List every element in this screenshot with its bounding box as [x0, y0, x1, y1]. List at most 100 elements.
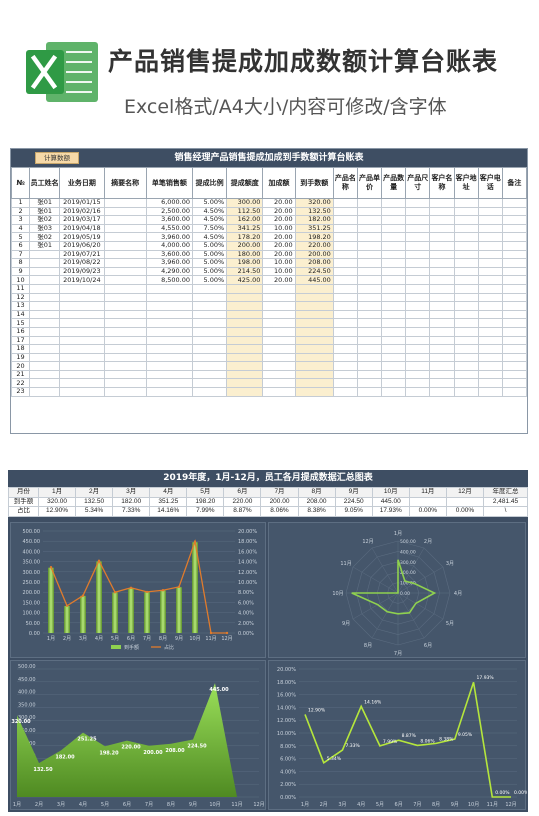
table-cell[interactable]: [192, 326, 228, 337]
table-cell[interactable]: [262, 283, 296, 294]
table-cell[interactable]: [477, 283, 503, 294]
table-cell[interactable]: [226, 301, 264, 311]
summary-cell[interactable]: 5月: [186, 487, 225, 498]
table-cell[interactable]: [477, 352, 503, 363]
summary-cell[interactable]: 132.50: [75, 496, 114, 507]
table-cell[interactable]: [59, 318, 105, 328]
table-cell[interactable]: 11: [10, 283, 31, 294]
table-cell[interactable]: [356, 240, 383, 251]
table-cell[interactable]: [332, 232, 358, 242]
table-cell[interactable]: [405, 206, 431, 217]
summary-cell[interactable]: 12.90%: [37, 506, 77, 517]
table-cell[interactable]: [226, 387, 264, 397]
table-cell[interactable]: [405, 240, 431, 251]
table-cell[interactable]: [501, 206, 528, 217]
table-cell[interactable]: [381, 335, 407, 346]
table-cell[interactable]: 20.00: [262, 249, 296, 260]
summary-cell[interactable]: 320.00: [37, 496, 77, 507]
table-cell[interactable]: 15: [10, 318, 31, 328]
table-cell[interactable]: [262, 387, 296, 397]
table-cell[interactable]: [29, 378, 61, 389]
table-cell[interactable]: [501, 361, 528, 371]
table-cell[interactable]: [332, 266, 358, 277]
table-cell[interactable]: [501, 369, 528, 380]
table-cell[interactable]: 182.00: [294, 215, 334, 225]
table-cell[interactable]: [226, 361, 264, 371]
table-cell[interactable]: [103, 232, 147, 242]
table-cell[interactable]: [59, 378, 105, 389]
summary-cell[interactable]: 7.99%: [186, 506, 225, 517]
summary-cell[interactable]: 208.00: [297, 496, 336, 507]
summary-cell[interactable]: [445, 496, 485, 507]
table-cell[interactable]: 4,000.00: [145, 240, 194, 251]
table-cell[interactable]: [332, 283, 358, 294]
table-cell[interactable]: [501, 215, 528, 225]
table-cell[interactable]: [356, 369, 383, 380]
table-cell[interactable]: [103, 301, 147, 311]
table-cell[interactable]: [477, 292, 503, 303]
table-cell[interactable]: [453, 215, 479, 225]
table-cell[interactable]: [381, 301, 407, 311]
summary-cell[interactable]: 0.00%: [408, 506, 447, 517]
table-cell[interactable]: [429, 240, 455, 251]
summary-cell[interactable]: 4月: [149, 487, 188, 498]
table-cell[interactable]: [477, 215, 503, 225]
table-cell[interactable]: [294, 309, 334, 320]
table-cell[interactable]: 198.00: [226, 258, 264, 268]
table-cell[interactable]: [59, 301, 105, 311]
table-cell[interactable]: [405, 258, 431, 268]
table-cell[interactable]: [453, 344, 479, 354]
table-cell[interactable]: 445.00: [294, 275, 334, 285]
table-cell[interactable]: [29, 266, 61, 277]
table-cell[interactable]: 2019/02/16: [59, 206, 105, 217]
table-cell[interactable]: [381, 240, 407, 251]
table-cell[interactable]: [405, 215, 431, 225]
table-cell[interactable]: 10.00: [262, 258, 296, 268]
table-cell[interactable]: [381, 309, 407, 320]
table-cell[interactable]: [226, 318, 264, 328]
table-cell[interactable]: [429, 378, 455, 389]
table-cell[interactable]: [145, 283, 194, 294]
summary-cell[interactable]: 月份: [8, 487, 39, 498]
table-cell[interactable]: [226, 352, 264, 363]
table-cell[interactable]: [29, 387, 61, 397]
table-cell[interactable]: 23: [10, 387, 31, 397]
table-cell[interactable]: [294, 361, 334, 371]
table-cell[interactable]: [332, 344, 358, 354]
table-cell[interactable]: [103, 275, 147, 285]
summary-cell[interactable]: 1月: [37, 487, 77, 498]
table-cell[interactable]: [453, 258, 479, 268]
table-cell[interactable]: 10: [10, 275, 31, 285]
table-cell[interactable]: 200.00: [226, 240, 264, 251]
table-cell[interactable]: [477, 249, 503, 260]
summary-cell[interactable]: 7.33%: [112, 506, 151, 517]
table-cell[interactable]: [356, 387, 383, 397]
table-cell[interactable]: 19: [10, 352, 31, 363]
table-cell[interactable]: [477, 344, 503, 354]
table-cell[interactable]: [477, 387, 503, 397]
table-cell[interactable]: 180.00: [226, 249, 264, 260]
table-cell[interactable]: [429, 361, 455, 371]
table-cell[interactable]: 20.00: [262, 275, 296, 285]
table-cell[interactable]: [453, 283, 479, 294]
table-cell[interactable]: [477, 258, 503, 268]
table-cell[interactable]: [145, 344, 194, 354]
table-cell[interactable]: [381, 249, 407, 260]
table-cell[interactable]: [192, 352, 228, 363]
table-cell[interactable]: [332, 198, 358, 208]
table-cell[interactable]: [381, 198, 407, 208]
summary-cell[interactable]: 17.93%: [371, 506, 410, 517]
table-cell[interactable]: 张03: [29, 223, 61, 234]
table-cell[interactable]: [192, 309, 228, 320]
table-cell[interactable]: [501, 223, 528, 234]
table-cell[interactable]: [262, 335, 296, 346]
table-cell[interactable]: [59, 352, 105, 363]
table-cell[interactable]: [103, 309, 147, 320]
summary-cell[interactable]: 2月: [75, 487, 114, 498]
table-cell[interactable]: [453, 318, 479, 328]
table-cell[interactable]: [332, 223, 358, 234]
table-cell[interactable]: [294, 387, 334, 397]
table-cell[interactable]: [381, 361, 407, 371]
table-cell[interactable]: 4.50%: [192, 206, 228, 217]
table-cell[interactable]: [332, 249, 358, 260]
